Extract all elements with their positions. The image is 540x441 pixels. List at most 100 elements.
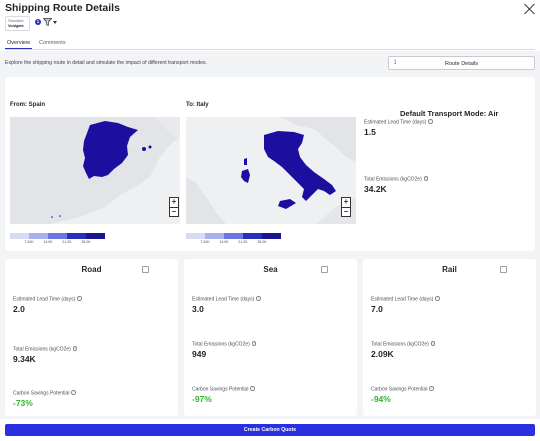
legend-swatch [262, 233, 281, 239]
route-card: From: Spain To: Italy + − [5, 77, 535, 251]
emissions-label: Total Emissions (kgCO2e) i [13, 346, 78, 353]
create-carbon-quote-button[interactable]: Create Carbon Quote [5, 424, 535, 436]
zoom-out-icon[interactable]: − [170, 207, 178, 216]
zoom-in-icon[interactable]: + [343, 197, 349, 206]
metric-label-text: Carbon Savings Potential [371, 386, 428, 393]
legend-tick: 28.0K [257, 240, 267, 244]
metric-label-text: Total Emissions (kgCO2e) [371, 341, 429, 348]
route-details-button[interactable]: ⟟ Route Details [388, 56, 535, 70]
legend-tick: 28.0K [81, 240, 91, 244]
savings-value: -73% [13, 398, 33, 408]
mode-checkbox-rail[interactable] [500, 266, 507, 273]
origin-map[interactable]: + − [10, 117, 180, 224]
legend-swatch [243, 233, 262, 239]
info-icon[interactable]: i [71, 390, 76, 395]
default-emissions-value: 34.2K [364, 184, 387, 194]
origin-map-canvas [10, 117, 180, 224]
badge-line1: Standard [8, 19, 24, 23]
metric-label-text: Estimated Lead Time (days) [192, 296, 255, 303]
mode-checkbox-sea[interactable] [321, 266, 328, 273]
page-title: Shipping Route Details [5, 2, 120, 14]
tab-overview[interactable]: Overview [5, 38, 32, 49]
metric-label-text: Estimated Lead Time (days) [371, 296, 434, 303]
map-icon: ⟟ [394, 60, 397, 66]
info-icon[interactable]: i [423, 176, 429, 181]
legend-tick: 7.00K [24, 240, 34, 244]
legend-swatch [67, 233, 86, 239]
legend-swatch [10, 233, 29, 239]
info-icon[interactable]: i [251, 341, 257, 346]
emissions-value: 2.09K [371, 349, 394, 359]
legend-swatch [86, 233, 105, 239]
info-icon[interactable]: i [72, 346, 78, 351]
destination-map-canvas [186, 117, 356, 224]
info-icon[interactable]: i [428, 119, 433, 124]
info-count-badge[interactable]: 1 [35, 19, 41, 25]
metric-label-text: Estimated Lead Time (days) [13, 296, 76, 303]
destination-map[interactable]: + − [186, 117, 356, 224]
emissions-value: 9.34K [13, 354, 36, 364]
legend-swatch [48, 233, 67, 239]
filter-icon[interactable] [43, 18, 52, 26]
spain-shape [83, 121, 138, 179]
to-label: To: Italy [186, 102, 209, 108]
zoom-in-icon[interactable]: + [171, 197, 177, 206]
destination-legend: 7.00K 14.0K 21.0K 28.0K [186, 233, 282, 247]
emissions-label: Total Emissions (kgCO2e) i [192, 341, 257, 348]
metric-label-text: Total Emissions (kgCO2e) [192, 341, 250, 348]
info-icon[interactable]: i [430, 341, 436, 346]
mode-card-road: Road Estimated Lead Time (days) i 2.0 Tot… [5, 259, 178, 416]
mode-card-sea: Sea Estimated Lead Time (days) i 3.0 Tota… [184, 259, 357, 416]
lead-time-label: Estimated Lead Time (days) i [371, 296, 440, 303]
destination-zoom-control: + − [341, 197, 351, 217]
savings-label: Carbon Savings Potential i [192, 386, 255, 393]
default-mode-title: Default Transport Mode: Air [400, 109, 499, 118]
origin-legend: 7.00K 14.0K 21.0K 28.0K [10, 233, 106, 247]
route-details-label: Route Details [444, 60, 479, 67]
lead-time-value: 3.0 [192, 304, 204, 314]
route-badge: Standard Voidgate [5, 16, 30, 31]
savings-value: -94% [371, 394, 391, 404]
default-emissions-label: Total Emissions (kgCO2e) i [364, 176, 429, 183]
origin-zoom-control: + − [169, 197, 179, 217]
legend-tick: 21.0K [238, 240, 248, 244]
tab-comments[interactable]: Comments [39, 40, 66, 46]
chevron-down-icon[interactable] [53, 21, 57, 24]
header: Shipping Route Details Standard Voidgate… [0, 0, 540, 38]
savings-value: -97% [192, 394, 212, 404]
metric-label-text: Carbon Savings Potential [192, 386, 249, 393]
legend-swatch [224, 233, 243, 239]
emissions-value: 949 [192, 349, 207, 359]
legend-tick: 21.0K [62, 240, 72, 244]
badge-line2: Voidgate [8, 23, 24, 28]
default-lead-time-value: 1.5 [364, 127, 376, 137]
savings-label: Carbon Savings Potential i [13, 390, 76, 397]
tab-bar: Overview Comments [5, 38, 535, 50]
legend-swatch [186, 233, 205, 239]
italy-shape [264, 131, 336, 201]
info-icon[interactable]: i [256, 296, 261, 301]
info-icon[interactable]: i [435, 296, 440, 301]
default-lead-time-label: Estimated Lead Time (days) i [364, 119, 433, 126]
legend-tick: 7.00K [200, 240, 210, 244]
info-icon[interactable]: i [250, 386, 255, 391]
zoom-out-icon[interactable]: − [342, 207, 350, 216]
metric-label-text: Estimated Lead Time (days) [364, 119, 427, 126]
from-label: From: Spain [10, 102, 46, 108]
legend-tick: 14.0K [43, 240, 53, 244]
info-icon[interactable]: i [429, 386, 434, 391]
lead-time-value: 7.0 [371, 304, 383, 314]
mode-card-rail: Rail Estimated Lead Time (days) i 7.0 Tot… [363, 259, 536, 416]
lead-time-label: Estimated Lead Time (days) i [13, 296, 82, 303]
mode-checkbox-road[interactable] [142, 266, 149, 273]
description-text: Explore the shipping route in detail and… [5, 60, 208, 66]
lead-time-label: Estimated Lead Time (days) i [192, 296, 261, 303]
mode-name: Sea [263, 265, 278, 274]
info-icon[interactable]: i [77, 296, 82, 301]
mode-name: Road [81, 265, 102, 274]
lead-time-value: 2.0 [13, 304, 25, 314]
close-icon[interactable] [523, 2, 537, 16]
metric-label-text: Total Emissions (kgCO2e) [13, 346, 71, 353]
savings-label: Carbon Savings Potential i [371, 386, 434, 393]
legend-tick: 14.0K [219, 240, 229, 244]
